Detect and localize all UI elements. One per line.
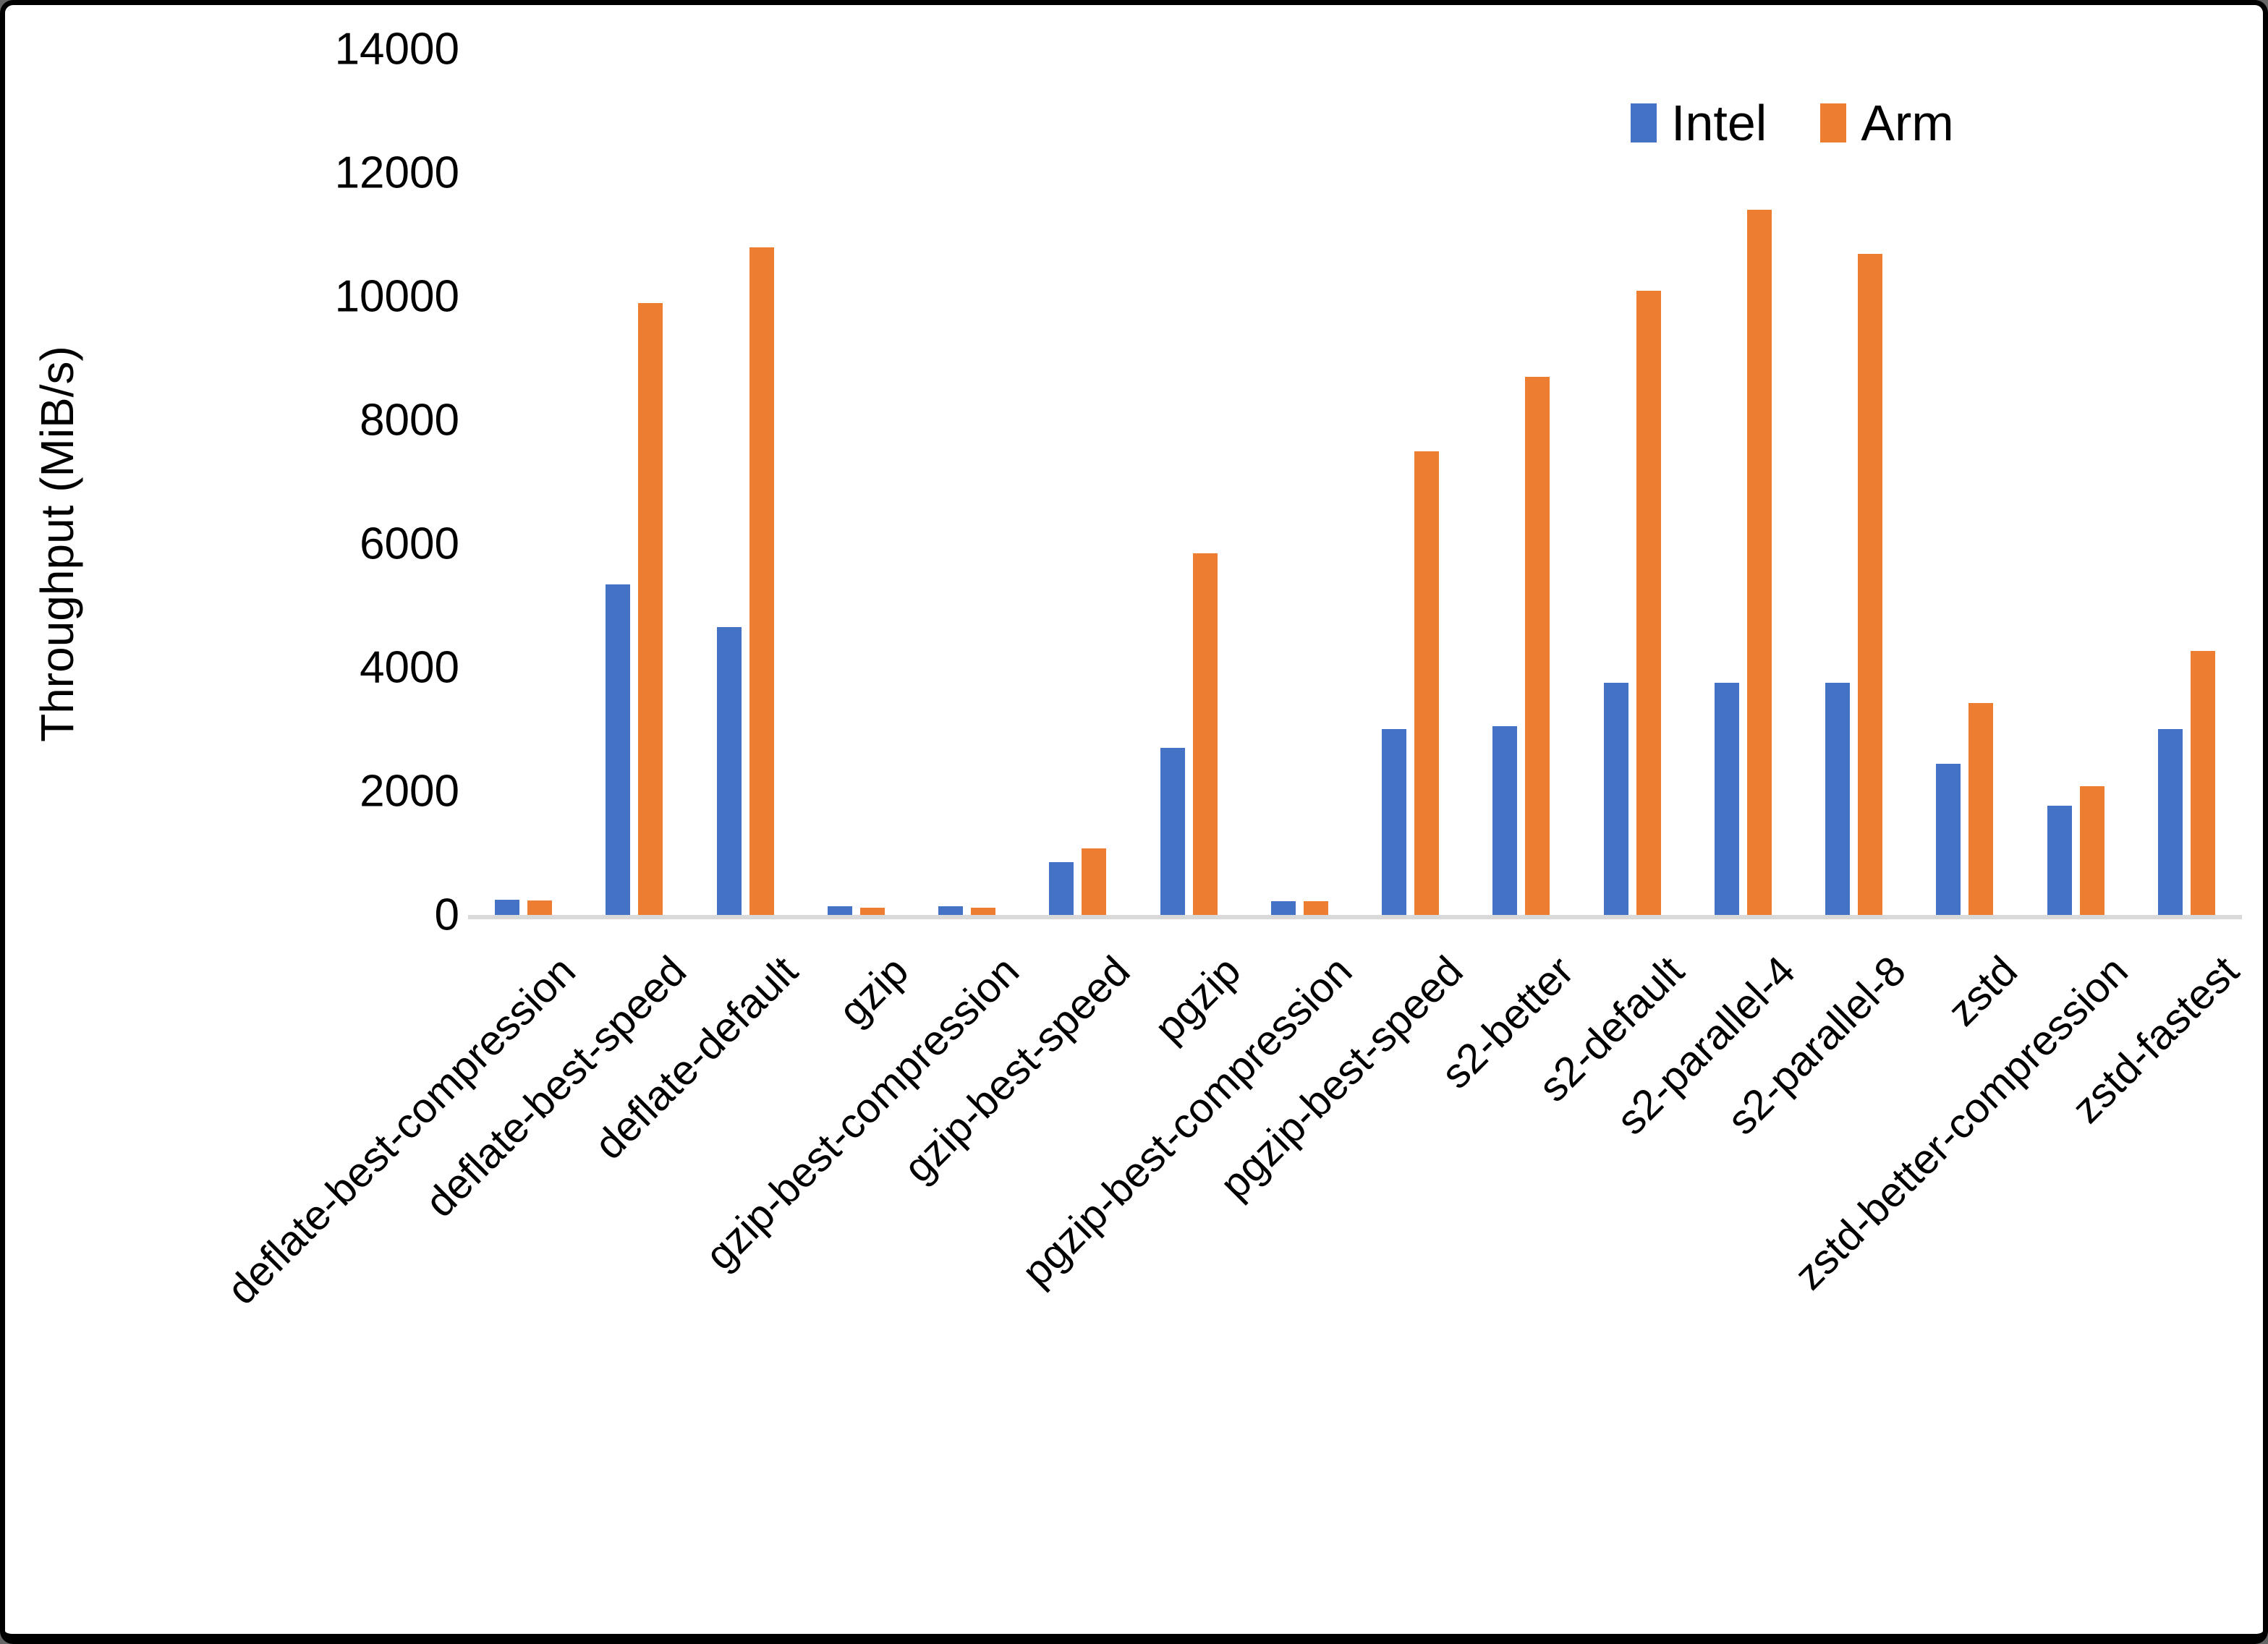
y-tick-label: 4000 (360, 642, 459, 693)
x-category-label-gzip: gzip (829, 947, 918, 1035)
legend-label-arm: Arm (1861, 95, 1954, 151)
bar-arm-s2-parallel-4 (1746, 210, 1772, 915)
bar-arm-pgzip-best-speed (1414, 451, 1440, 915)
bar-intel-gzip-best-compression (938, 906, 964, 915)
y-axis-title: Throughput (MiB/s) (31, 346, 83, 742)
bar-intel-gzip-best-speed (1049, 862, 1074, 915)
bar-arm-deflate-best-speed (638, 303, 663, 915)
legend-swatch-intel (1631, 103, 1657, 142)
bar-intel-deflate-default (716, 627, 742, 915)
bar-arm-pgzip (1192, 553, 1218, 915)
bar-arm-gzip-best-compression (971, 908, 996, 915)
bar-arm-deflate-default (749, 247, 774, 915)
legend-item-intel: Intel (1631, 98, 1767, 148)
bar-intel-pgzip-best-compression (1270, 901, 1296, 915)
bar-arm-zstd-better-compression (2079, 786, 2105, 915)
legend-swatch-arm (1820, 103, 1847, 142)
x-axis-line (468, 915, 2242, 919)
bar-arm-s2-better (1525, 377, 1550, 915)
bar-intel-s2-better (1492, 726, 1518, 915)
legend-label-intel: Intel (1671, 95, 1767, 151)
bar-intel-pgzip-best-speed (1382, 729, 1407, 915)
bar-arm-s2-default (1636, 291, 1661, 915)
bar-intel-zstd-fastest (2157, 729, 2183, 915)
y-tick-label: 12000 (334, 148, 459, 198)
bar-arm-s2-parallel-8 (1858, 254, 1883, 915)
y-tick-label: 10000 (334, 271, 459, 322)
y-tick-label: 6000 (360, 519, 459, 569)
x-category-label-zstd: zstd (1938, 947, 2026, 1035)
plot-area: Throughput (MiB/s) 0 2000 4000 6000 8000 1000… (5, 5, 2263, 1634)
y-tick-label: 14000 (334, 24, 459, 74)
bar-intel-s2-default (1603, 683, 1628, 915)
bar-arm-zstd (1968, 703, 1994, 915)
bar-arm-gzip (859, 908, 885, 915)
y-tick-label: 0 (434, 890, 459, 940)
bar-arm-gzip-best-speed (1082, 848, 1107, 915)
bar-arm-deflate-best-compression (527, 900, 553, 915)
bar-intel-gzip (827, 906, 852, 915)
bar-intel-s2-parallel-8 (1825, 683, 1851, 915)
x-category-label-pgzip: pgzip (1145, 947, 1250, 1052)
y-tick-label: 2000 (360, 766, 459, 817)
bar-arm-zstd-fastest (2190, 651, 2215, 915)
bar-intel-zstd (1936, 764, 1961, 915)
legend: Intel Arm (1631, 98, 1954, 148)
bar-intel-deflate-best-compression (495, 900, 520, 915)
bar-intel-s2-parallel-4 (1714, 683, 1739, 915)
y-tick-label: 8000 (360, 395, 459, 446)
bar-arm-pgzip-best-compression (1303, 901, 1328, 915)
bar-intel-deflate-best-speed (606, 584, 631, 915)
bar-intel-pgzip (1160, 748, 1185, 915)
bar-intel-zstd-better-compression (2047, 806, 2072, 915)
legend-item-arm: Arm (1820, 95, 1954, 151)
